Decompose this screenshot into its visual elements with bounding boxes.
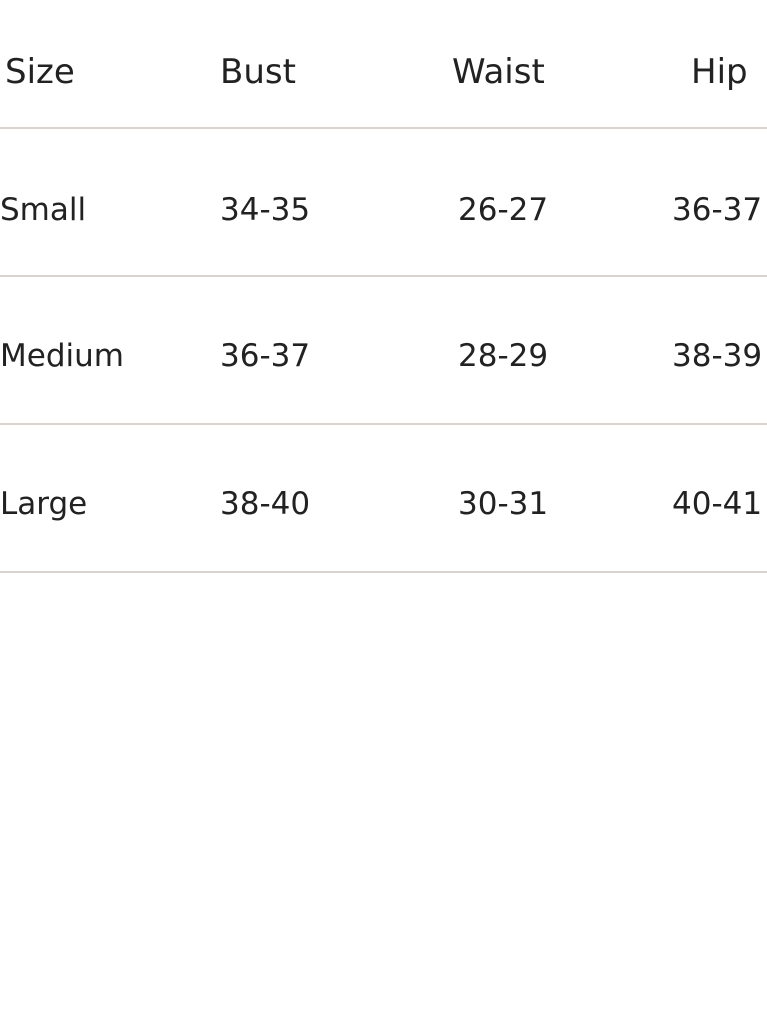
divider xyxy=(0,275,767,277)
cell-size: Medium xyxy=(0,338,124,374)
cell-hip: 36-37 xyxy=(672,192,763,228)
divider xyxy=(0,571,767,573)
header-hip: Hip xyxy=(691,52,748,92)
cell-waist: 26-27 xyxy=(458,192,549,228)
cell-hip: 40-41 xyxy=(672,486,763,522)
cell-waist: 28-29 xyxy=(458,338,549,374)
header-bust: Bust xyxy=(220,52,296,92)
header-size: Size xyxy=(5,52,75,92)
cell-size: Large xyxy=(0,486,88,522)
header-waist: Waist xyxy=(452,52,545,92)
divider xyxy=(0,423,767,425)
cell-bust: 34-35 xyxy=(220,192,311,228)
cell-size: Small xyxy=(0,192,87,228)
cell-hip: 38-39 xyxy=(672,338,763,374)
cell-bust: 36-37 xyxy=(220,338,311,374)
cell-waist: 30-31 xyxy=(458,486,549,522)
cell-bust: 38-40 xyxy=(220,486,311,522)
divider xyxy=(0,127,767,129)
